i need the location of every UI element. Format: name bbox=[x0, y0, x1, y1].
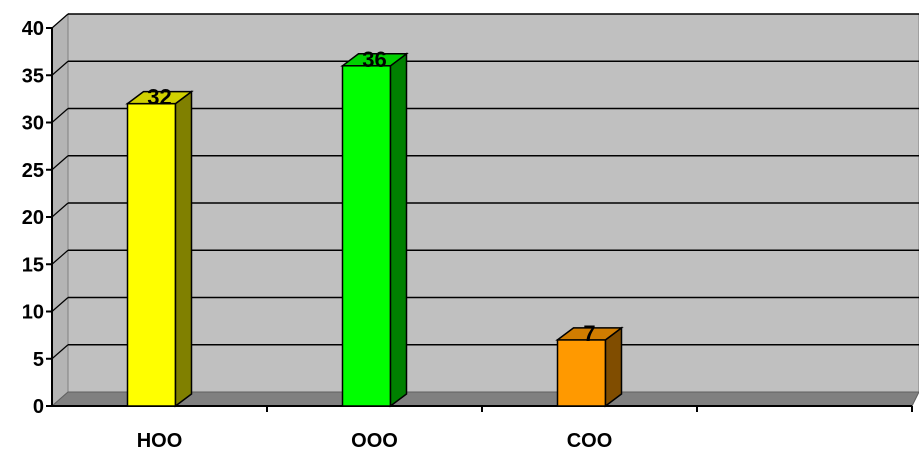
y-tick-label: 40 bbox=[22, 18, 44, 40]
data-label: 32 bbox=[147, 85, 171, 110]
bar bbox=[125, 90, 194, 408]
gridline-depth bbox=[51, 108, 69, 123]
bar-top bbox=[125, 90, 194, 105]
y-tick-label: 30 bbox=[22, 113, 44, 135]
y-tick-label: 0 bbox=[33, 396, 44, 418]
bar bbox=[555, 326, 624, 408]
bar-front bbox=[341, 65, 392, 407]
gridline-depth bbox=[51, 249, 69, 265]
gridline-depth bbox=[51, 297, 69, 312]
gridlines bbox=[51, 13, 919, 360]
axes bbox=[46, 27, 913, 412]
bar-top bbox=[340, 53, 409, 67]
y-tick-label: 10 bbox=[22, 302, 44, 324]
bar-side bbox=[604, 326, 623, 408]
bar-side bbox=[389, 52, 408, 408]
bar bbox=[340, 52, 409, 408]
y-tick-label: 25 bbox=[22, 160, 44, 182]
x-tick-label: HOO bbox=[137, 430, 183, 452]
bars bbox=[125, 52, 624, 408]
gridline-depth bbox=[51, 202, 69, 218]
y-tick-label: 15 bbox=[22, 254, 44, 276]
y-tick-label: 35 bbox=[22, 65, 44, 87]
x-tick-label: OOO bbox=[351, 430, 398, 452]
bar-front bbox=[556, 339, 607, 407]
data-label: 7 bbox=[583, 321, 595, 346]
x-tick-label: COO bbox=[567, 430, 613, 452]
data-label: 36 bbox=[362, 47, 386, 72]
gridline-depth bbox=[51, 344, 69, 360]
gridline-depth bbox=[51, 155, 69, 171]
bar-top bbox=[555, 327, 624, 341]
gridline-depth bbox=[51, 60, 69, 76]
labels: 0 5 10 15 20 25 30 35 40 HOO OOO COO 32 36 7 bbox=[22, 18, 613, 452]
bar-front bbox=[126, 102, 177, 407]
y-tick-label: 20 bbox=[22, 207, 44, 229]
bar-side bbox=[174, 90, 193, 408]
gridline-depth bbox=[51, 13, 69, 29]
y-tick-label: 5 bbox=[33, 349, 44, 371]
